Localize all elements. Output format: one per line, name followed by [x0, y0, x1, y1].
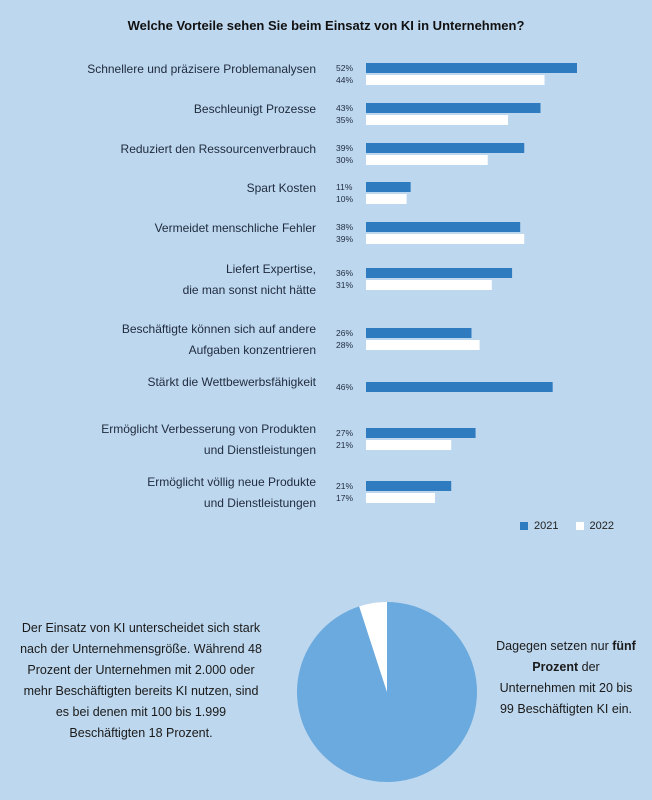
value-label-2022-3: 10% — [336, 194, 353, 204]
value-label-2022-0: 44% — [336, 75, 353, 85]
value-label-2021-2: 39% — [336, 143, 353, 153]
bar-2021-2 — [366, 143, 525, 153]
bar-2021-1 — [366, 103, 541, 113]
category-label-1-0: Beschleunigt Prozesse — [194, 102, 316, 116]
legend: 2021 2022 — [520, 520, 628, 533]
category-label-0-0: Schnellere und präzisere Problemanalysen — [87, 62, 316, 76]
category-label-8-0: Ermöglicht Verbesserung von Produkten — [101, 422, 316, 436]
left-info-text: Der Einsatz von KI unterscheidet sich st… — [20, 621, 262, 740]
bar-2021-5 — [366, 268, 513, 278]
value-label-2021-5: 36% — [336, 268, 353, 278]
bar-2021-8 — [366, 428, 476, 438]
bar-2021-6 — [366, 328, 472, 338]
value-label-2021-4: 38% — [336, 222, 353, 232]
right-text-bold: fünf Prozent — [532, 639, 636, 674]
bar-2021-3 — [366, 182, 411, 192]
pie-chart — [297, 602, 477, 782]
value-label-2022-4: 39% — [336, 234, 353, 244]
value-label-2021-7: 46% — [336, 382, 353, 392]
value-label-2022-6: 28% — [336, 340, 353, 350]
category-label-8-1: und Dienstleistungen — [204, 443, 316, 457]
value-label-2021-0: 52% — [336, 63, 353, 73]
category-label-2-0: Reduziert den Ressourcenverbrauch — [121, 142, 316, 156]
value-label-2022-5: 31% — [336, 280, 353, 290]
right-info-text: Dagegen setzen nur fünf Prozent der Unte… — [495, 636, 637, 720]
bar-2022-9 — [366, 493, 435, 503]
bar-2022-4 — [366, 234, 525, 244]
value-label-2021-3: 11% — [336, 182, 353, 192]
legend-swatch-2022 — [575, 522, 584, 530]
category-label-9-1: und Dienstleistungen — [204, 496, 316, 510]
bar-2022-5 — [366, 280, 492, 290]
category-label-4-0: Vermeidet menschliche Fehler — [155, 221, 316, 235]
right-text-start: Dagegen setzen nur — [496, 639, 613, 653]
legend-label-2022: 2022 — [589, 520, 615, 532]
pie-slice-1 — [359, 602, 387, 692]
category-label-6-1: Aufgaben konzentrieren — [189, 343, 316, 357]
value-label-2022-8: 21% — [336, 440, 353, 450]
value-label-2022-9: 17% — [336, 493, 353, 503]
category-label-6-0: Beschäftigte können sich auf andere — [122, 322, 316, 336]
bar-2022-8 — [366, 440, 452, 450]
category-label-5-0: Liefert Expertise, — [226, 262, 316, 276]
category-label-9-0: Ermöglicht völlig neue Produkte — [147, 475, 316, 489]
category-label-3-0: Spart Kosten — [247, 181, 316, 195]
value-label-2021-6: 26% — [336, 328, 353, 338]
right-text-end: der Unternehmen mit 20 bis 99 Beschäftig… — [499, 660, 633, 716]
bar-2022-2 — [366, 155, 488, 165]
category-label-5-1: die man sonst nicht hätte — [183, 283, 317, 297]
chart-title: Welche Vorteile sehen Sie beim Einsatz v… — [127, 18, 525, 33]
legend-item-2021: 2021 — [520, 520, 558, 532]
category-label-7-0: Stärkt die Wettbewerbsfähigkeit — [147, 375, 316, 389]
value-label-2021-8: 27% — [336, 428, 353, 438]
legend-item-2022: 2022 — [575, 520, 615, 532]
value-label-2022-2: 30% — [336, 155, 353, 165]
bar-chart: Schnellere und präzisere Problemanalysen… — [87, 62, 577, 510]
value-label-2022-1: 35% — [336, 115, 353, 125]
value-label-2021-9: 21% — [336, 481, 353, 491]
bar-2022-6 — [366, 340, 480, 350]
bar-2021-4 — [366, 222, 521, 232]
bar-2022-0 — [366, 75, 545, 85]
bar-2022-1 — [366, 115, 509, 125]
bar-2021-7 — [366, 382, 553, 392]
bar-2022-3 — [366, 194, 407, 204]
legend-label-2021: 2021 — [534, 520, 559, 532]
legend-swatch-2021 — [520, 522, 528, 530]
value-label-2021-1: 43% — [336, 103, 353, 113]
bar-2021-9 — [366, 481, 452, 491]
bar-2021-0 — [366, 63, 577, 73]
